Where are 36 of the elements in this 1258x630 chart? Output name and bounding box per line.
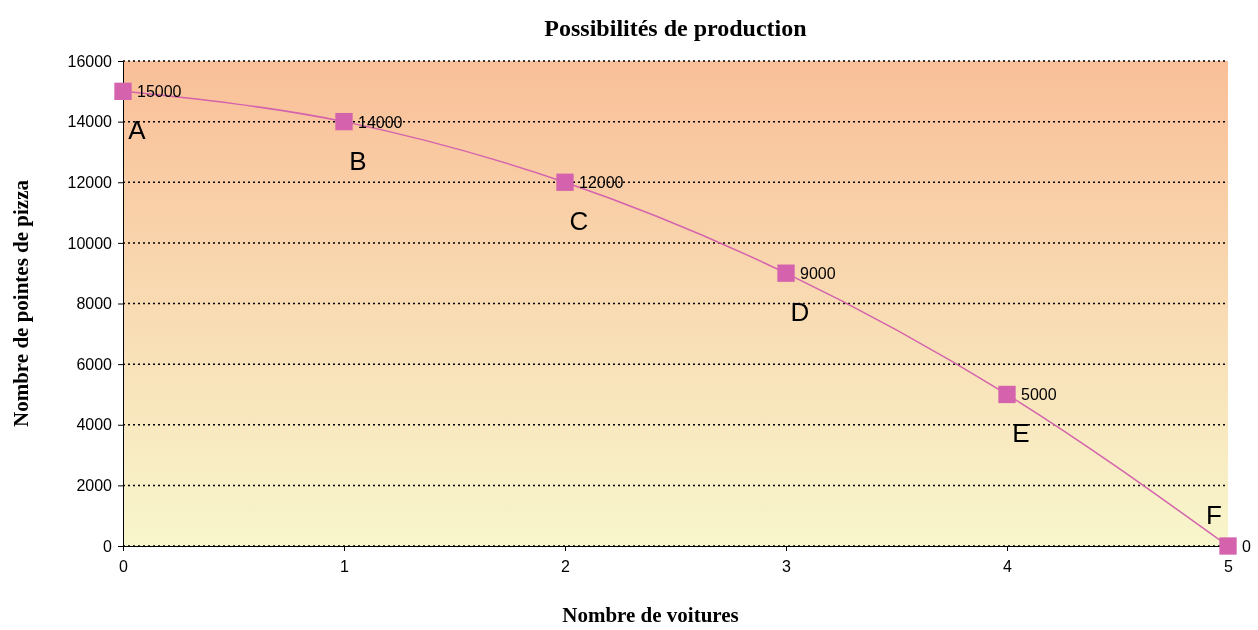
annotation: A	[128, 115, 147, 146]
y-tick-label: 10000	[67, 234, 113, 252]
annotation: F	[1206, 500, 1222, 530]
data-label: 14000	[358, 113, 403, 131]
point	[556, 173, 574, 191]
data-label: 9000	[800, 265, 836, 283]
y-tick-label: 8000	[76, 295, 113, 313]
x-axis-title: Nombre de voitures	[562, 603, 739, 627]
y-tick-label: 16000	[67, 52, 113, 70]
data-label: 15000	[137, 83, 182, 101]
annotation: D	[790, 297, 810, 328]
x-tick-label: 2	[561, 558, 571, 576]
chart-title: Possibilités de production	[544, 15, 807, 41]
y-tick-label: 0	[103, 537, 113, 555]
point	[1219, 537, 1237, 555]
point	[777, 264, 795, 282]
x-tick-label: 3	[782, 558, 792, 576]
y-tick-label: 6000	[76, 355, 113, 373]
y-axis-title: Nombre de pointes de pizza	[9, 179, 33, 427]
y-tick-label: 12000	[67, 173, 113, 191]
point	[335, 112, 353, 131]
annotation: B	[349, 145, 367, 176]
annotation: C	[569, 206, 589, 237]
y-tick-label: 4000	[76, 416, 113, 434]
data-label: 5000	[1021, 386, 1057, 404]
data-label: 12000	[579, 174, 624, 192]
data-label: 0	[1242, 538, 1251, 555]
y-tick-label: 14000	[67, 113, 113, 131]
point	[998, 385, 1016, 404]
x-tick-label: 5	[1224, 558, 1234, 576]
x-tick-label: 1	[340, 558, 350, 576]
y-tick-label: 2000	[76, 476, 113, 494]
point	[114, 82, 132, 100]
x-tick-label: 0	[119, 558, 129, 576]
x-tick-label: 4	[1003, 558, 1013, 576]
annotation: E	[1012, 418, 1030, 449]
